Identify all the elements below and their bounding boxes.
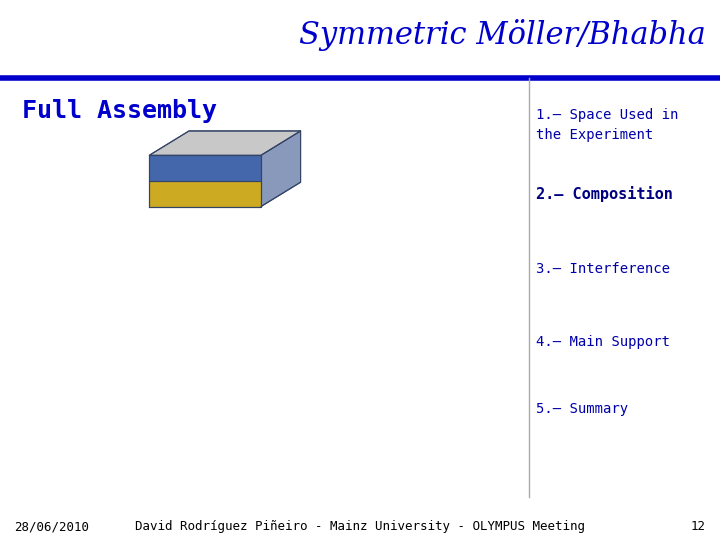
Polygon shape [261,131,300,206]
Text: 28/06/2010: 28/06/2010 [14,520,89,533]
Text: 2.– Composition: 2.– Composition [536,186,673,202]
Text: 1.– Space Used in
the Experiment: 1.– Space Used in the Experiment [536,108,679,141]
Text: Symmetric Möller/Bhabha: Symmetric Möller/Bhabha [299,19,706,51]
Text: 5.– Summary: 5.– Summary [536,402,629,416]
Polygon shape [149,131,300,156]
Polygon shape [149,181,261,206]
Text: 4.– Main Support: 4.– Main Support [536,335,670,349]
Text: 12: 12 [690,520,706,533]
Text: 3.– Interference: 3.– Interference [536,262,670,276]
Text: Full Assembly: Full Assembly [22,99,217,123]
Text: David Rodríguez Piñeiro - Mainz University - OLYMPUS Meeting: David Rodríguez Piñeiro - Mainz Universi… [135,520,585,533]
Polygon shape [149,156,261,181]
